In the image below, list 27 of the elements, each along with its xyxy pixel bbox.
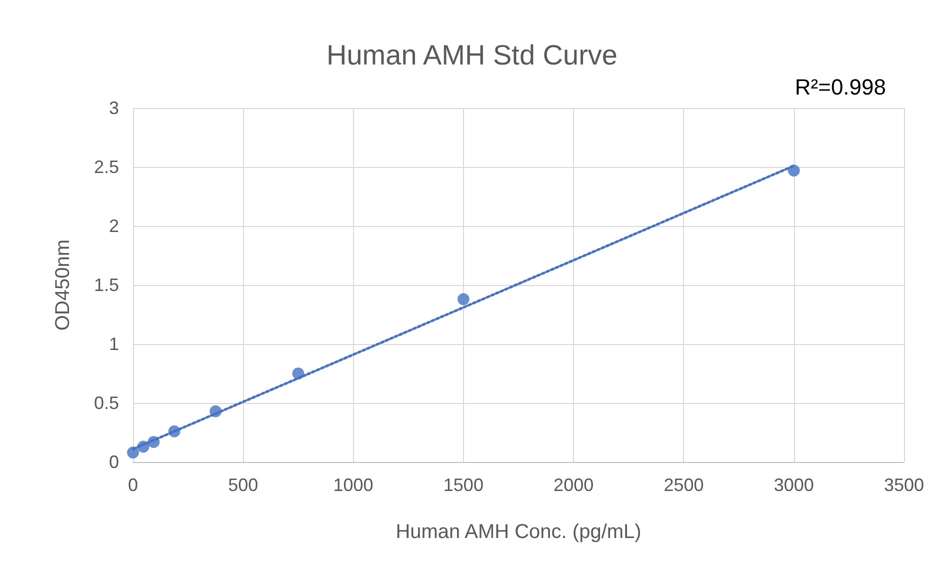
point	[210, 405, 222, 418]
point	[457, 293, 470, 306]
x-tick-label: 2500	[664, 475, 704, 495]
x-tick-label: 500	[228, 475, 258, 495]
x-tick-label: 3500	[884, 475, 924, 495]
x-tick-label: 0	[128, 475, 138, 495]
y-tick-label: 0	[108, 452, 119, 472]
x-tick-label: 1000	[333, 475, 374, 495]
y-tick-label: 3	[108, 98, 119, 118]
x-axis-title: Human AMH Conc. (pg/mL)	[396, 521, 642, 543]
point	[788, 164, 800, 177]
point	[292, 368, 304, 380]
text: R²=0.998	[794, 74, 886, 100]
y-tick-label: 1.5	[94, 275, 119, 295]
y-axis-title: OD450nm	[52, 239, 74, 331]
point	[137, 440, 150, 453]
y-tick-label: 2.5	[94, 157, 119, 177]
y-tick-label: 0.5	[94, 393, 119, 413]
chart-title: Human AMH Std Curve	[326, 40, 618, 70]
point	[168, 425, 180, 438]
x-tick-label: 1500	[443, 475, 484, 495]
x-tick-label: 3000	[774, 475, 814, 495]
y-tick-label: 1	[108, 334, 119, 354]
point	[127, 446, 139, 459]
y-tick-label: 2	[108, 216, 119, 236]
x-tick-label: 2000	[554, 475, 594, 495]
point	[148, 436, 160, 448]
